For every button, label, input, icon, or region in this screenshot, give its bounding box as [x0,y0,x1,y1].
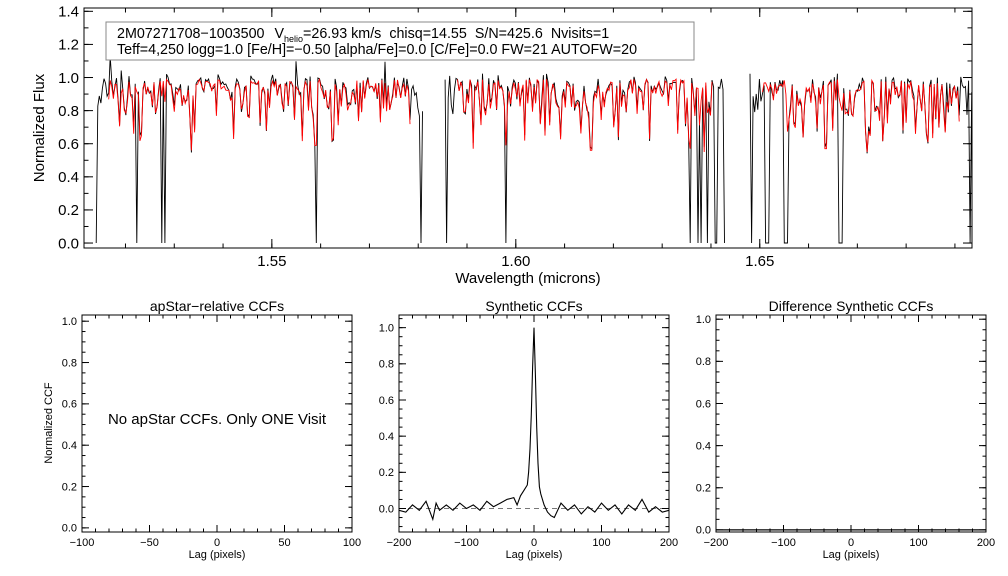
difference-ccf-ytick-label: 1.0 [696,314,711,326]
spectrum-info-box: 2M07271708−1003500 Vhelio=26.93 km/s chisq… [105,21,695,61]
spectrum-ytick-label: 0.2 [58,202,79,219]
spectrum-xtick-label: 1.65 [745,253,774,270]
synthetic-ccf-ticks: −200 −100 0 100 200 0.0 0.2 0.4 0.6 0.8 1.0 [379,315,678,549]
difference-ccf-ytick-label: 0.6 [696,398,711,410]
spectrum-xtick-label: 1.55 [257,253,286,270]
spectrum-ytick-label: 0.0 [58,235,79,252]
spectrum-y-axis-label: Normalized Flux [31,73,48,182]
difference-ccf-ytick-label: 0.8 [696,356,711,368]
spectrum-x-axis-label: Wavelength (microns) [455,270,600,287]
info-box-frame [105,21,695,61]
apstar-ccf-ytick-label: 0.2 [62,481,77,493]
spectrum-ticks: 1.55 1.60 1.65 0.0 0.2 0.4 0.6 0.8 1.0 1.2 1.4 [58,4,972,270]
spectrum-ytick-label: 1.0 [58,70,79,87]
spectrum-axes-frame [83,7,973,249]
synthetic-ccf-x-axis-label: Lag (pixels) [506,549,563,561]
difference-ccf-ytick-label: 0.2 [696,483,711,495]
apstar-ccf-ytick-label: 0.0 [62,523,77,535]
difference-ccf-ytick-label: 0.4 [696,440,711,452]
apstar-ccf-y-axis-label: Normalized CCF [43,382,55,464]
spectrum-plot-area [95,56,973,244]
synthetic-ccf-xtick-label: 0 [531,537,537,549]
spectrum-ytick-label: 0.6 [58,136,79,153]
synthetic-ccf-plot-area [398,327,670,522]
synthetic-ccf-line [398,327,670,522]
info-line-2: Teff=4,250 logg=1.0 [Fe/H]=−0.50 [alpha/… [117,42,637,58]
synthetic-ccf-ytick-label: 1.0 [379,323,394,335]
difference-ccf-title: Difference Synthetic CCFs [769,298,934,314]
spectrum-model-chip-3 [762,78,960,153]
synthetic-ccf-panel: Synthetic CCFs −200 −100 0 100 200 0.0 0.2 0.4 0… [379,298,678,561]
apstar-ccf-ticks: −100 −50 0 50 100 0.0 0.2 0.4 0.6 0.8 1.0 [62,315,361,549]
apstar-ccf-panel: apStar−relative CCFs −100 −50 0 50 100 0.0 0.2… [43,298,361,561]
v-helio-subscript: helio [284,34,303,44]
synthetic-ccf-ytick-label: 0.4 [379,431,394,443]
synthetic-ccf-title: Synthetic CCFs [485,298,582,314]
spectrum-ytick-label: 1.2 [58,37,79,54]
difference-ccf-xtick-label: 200 [977,537,995,549]
synthetic-ccf-xtick-label: −100 [454,537,479,549]
synthetic-ccf-ytick-label: 0.8 [379,359,394,371]
difference-ccf-xtick-label: −100 [771,537,796,549]
difference-ccf-ticks: −200 −100 0 100 200 0.0 0.2 0.4 0.6 0.8 1.0 [696,314,995,549]
spectrum-observed-chip-3 [749,73,973,244]
spectrum-ytick-label: 0.4 [58,169,79,186]
apstar-ccf-x-axis-label: Lag (pixels) [189,549,246,561]
apstar-ccf-message: No apStar CCFs. Only ONE Visit [108,411,327,428]
spectrum-panel: 1.55 1.60 1.65 0.0 0.2 0.4 0.6 0.8 1.0 1.2 1.4 2M0… [31,4,973,287]
synthetic-ccf-xtick-label: 200 [660,537,678,549]
spectrum-model-chip-1 [108,77,411,151]
difference-ccf-panel: Difference Synthetic CCFs −200 −100 0 100 20… [696,298,995,561]
spectrum-model-chip-2 [457,78,713,153]
synthetic-ccf-axes-frame [398,314,670,533]
spectrum-ytick-label: 0.8 [58,103,79,120]
apstar-ccf-ytick-label: 1.0 [62,316,77,328]
snr-value: S/N=425.6 [475,26,543,42]
synthetic-ccf-ytick-label: 0.0 [379,503,394,515]
difference-ccf-axes-frame [715,314,987,533]
difference-ccf-xtick-label: 0 [848,537,854,549]
apstar-ccf-xtick-label: 50 [278,537,290,549]
v-helio-value: =26.93 km/s [303,26,381,42]
chisq-value: chisq=14.55 [389,26,467,42]
star-id: 2M07271708−1003500 [117,26,265,42]
apstar-ccf-xtick-label: 100 [343,537,361,549]
apstar-ccf-ytick-label: 0.4 [62,440,77,452]
nvisits-value: Nvisits=1 [551,26,609,42]
spectrum-ytick-label: 1.4 [58,4,79,21]
difference-ccf-xtick-label: 100 [909,537,927,549]
apstar-ccf-title: apStar−relative CCFs [150,298,284,314]
synthetic-ccf-ytick-label: 0.2 [379,467,394,479]
difference-ccf-xtick-label: −200 [704,537,729,549]
apstar-ccf-ytick-label: 0.6 [62,399,77,411]
synthetic-ccf-ytick-label: 0.6 [379,395,394,407]
apstar-ccf-xtick-label: −100 [70,537,95,549]
difference-ccf-ytick-label: 0.0 [696,525,711,537]
v-helio-label: V [274,26,284,42]
apstar-ccf-xtick-label: −50 [140,537,159,549]
info-line-1: 2M07271708−1003500 Vhelio=26.93 km/s chisq… [117,26,609,44]
apstar-ccf-ytick-label: 0.8 [62,357,77,369]
apstar-ccf-xtick-label: 0 [214,537,220,549]
synthetic-ccf-xtick-label: 100 [592,537,610,549]
spectrum-xtick-label: 1.60 [501,253,530,270]
difference-ccf-x-axis-label: Lag (pixels) [823,549,880,561]
synthetic-ccf-xtick-label: −200 [387,537,412,549]
